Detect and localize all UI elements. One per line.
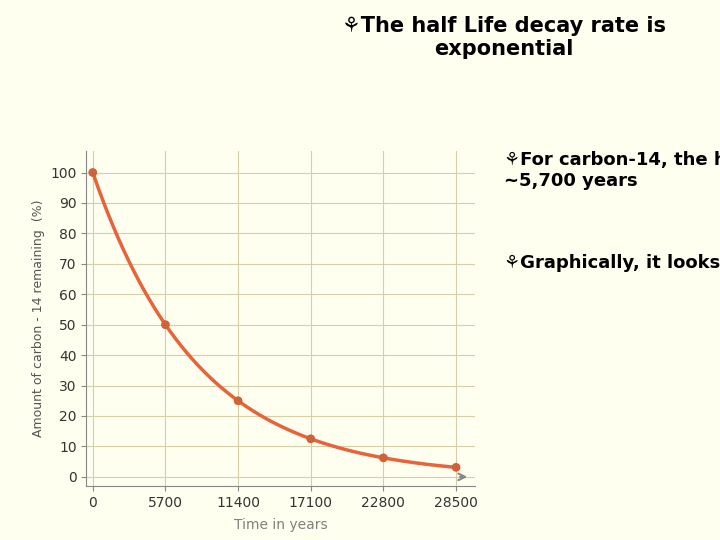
Point (160, 320, 171, 329)
Y-axis label: Amount of carbon - 14 remaining  (%): Amount of carbon - 14 remaining (%) (32, 200, 45, 437)
Point (450, 463, 462, 471)
Point (87, 168, 99, 177)
Text: ⚘For carbon-14, the half life is
~5,700 years: ⚘For carbon-14, the half life is ~5,700 … (504, 151, 720, 190)
Point (233, 396, 244, 405)
Text: ⚘Graphically, it looks like this:: ⚘Graphically, it looks like this: (504, 254, 720, 272)
X-axis label: Time in years: Time in years (234, 518, 328, 532)
Point (378, 454, 390, 462)
Point (305, 435, 317, 443)
Text: ⚘The half Life decay rate is
exponential: ⚘The half Life decay rate is exponential (342, 16, 666, 59)
